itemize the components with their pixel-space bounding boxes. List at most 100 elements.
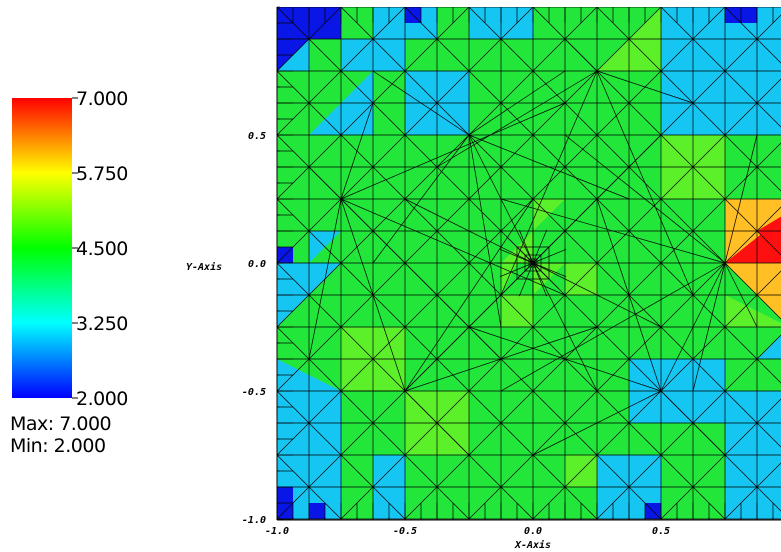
mesh-edge — [533, 7, 534, 8]
mesh-edge — [507, 237, 534, 264]
mesh-edge — [724, 198, 758, 232]
y-ticks: -1.0 -0.5 0.0 0.5 — [242, 6, 283, 526]
mesh-edge — [405, 7, 406, 8]
mesh-edge — [468, 198, 502, 232]
mesh-edge — [341, 7, 342, 8]
mesh-edge — [404, 198, 438, 232]
mesh-edge — [564, 134, 598, 168]
mesh-edge — [692, 198, 726, 232]
mesh-edge — [628, 294, 662, 328]
mesh-edge — [372, 358, 406, 392]
mesh-edge — [660, 102, 694, 136]
mesh-edge — [340, 7, 341, 8]
mesh-edge — [340, 102, 566, 200]
mesh-edge — [340, 70, 374, 104]
mesh-edge — [660, 134, 694, 168]
mesh-edge — [724, 102, 758, 136]
mesh-edge — [724, 38, 758, 72]
mesh-edge — [372, 38, 406, 72]
colorbar-ticks — [72, 97, 78, 399]
mesh-edge — [500, 166, 534, 200]
mesh-edge — [372, 70, 470, 136]
mesh-edge — [692, 230, 726, 264]
mesh-edge — [564, 262, 598, 296]
mesh-edge — [404, 198, 534, 264]
mesh-edge — [308, 166, 342, 200]
mesh-edge — [372, 134, 406, 168]
mesh-edge — [756, 422, 781, 448]
mesh-edge — [436, 38, 470, 72]
mesh-edge — [724, 70, 758, 104]
mesh-edge — [756, 142, 781, 168]
mesh-edge — [500, 198, 534, 232]
mesh-edge — [518, 229, 534, 264]
mesh-edge — [692, 134, 726, 168]
mesh-edge — [532, 422, 566, 456]
mesh-plot — [277, 7, 781, 520]
y-tick-label: 0.5 — [248, 131, 266, 142]
mesh-edge — [564, 358, 598, 392]
mesh-edge — [308, 390, 342, 424]
mesh-edge — [468, 70, 566, 136]
mesh-edge — [518, 262, 534, 297]
cell-region — [725, 295, 781, 327]
mesh-edge — [468, 166, 502, 200]
mesh-edge — [660, 38, 694, 72]
x-axis-title: X-Axis — [514, 539, 551, 551]
mesh-edge — [436, 262, 470, 296]
mesh-edge — [660, 358, 694, 392]
mesh-edge — [596, 390, 630, 424]
mesh-edge — [468, 422, 502, 456]
mesh-edge — [468, 7, 469, 8]
colorbar-label-7000: 7.000 — [76, 88, 128, 110]
mesh-edge — [500, 262, 726, 392]
colorbar-label-2000: 2.000 — [76, 388, 128, 410]
mesh-edge — [532, 294, 566, 328]
mesh-edge — [340, 102, 374, 136]
colorbar-min-text: Min: 2.000 — [10, 435, 106, 457]
mesh-edge — [596, 326, 630, 360]
mesh-edge — [277, 7, 278, 8]
mesh-edge — [596, 294, 630, 328]
mesh-edge — [500, 38, 534, 72]
mesh-edge — [468, 70, 502, 104]
mesh-edge — [372, 262, 406, 296]
mesh-edge — [468, 326, 662, 392]
mesh-edge — [404, 422, 438, 456]
mesh-edge — [404, 102, 438, 136]
mesh-edge — [436, 166, 470, 200]
cell-region — [309, 503, 325, 519]
mesh-edge — [692, 358, 726, 392]
mesh-edge — [596, 198, 662, 392]
mesh-edge — [756, 78, 781, 104]
mesh-edge — [692, 294, 726, 328]
x-tick-label: -0.5 — [393, 526, 417, 537]
mesh-edge — [532, 390, 566, 424]
mesh-edge — [532, 38, 566, 72]
mesh-edge — [468, 454, 502, 488]
mesh-edge — [404, 390, 470, 456]
mesh-edge — [308, 102, 342, 136]
mesh-edge — [436, 454, 470, 488]
mesh-edge — [372, 422, 406, 456]
mesh-edge — [564, 166, 598, 200]
mesh-edge — [532, 237, 559, 264]
x-ticks: -1.0 -0.5 0.0 0.5 — [265, 514, 774, 537]
cell-region — [757, 216, 781, 255]
mesh-edge — [436, 198, 470, 232]
mesh-edge — [308, 134, 342, 168]
y-tick-label: -0.5 — [242, 387, 266, 398]
mesh-edge — [468, 358, 502, 392]
mesh-edge — [564, 326, 598, 360]
mesh-edge — [308, 422, 342, 456]
mesh-edge — [660, 166, 694, 200]
mesh-edge — [564, 134, 726, 264]
mesh-edge — [404, 326, 438, 360]
mesh-edge — [532, 262, 662, 328]
mesh-edge — [468, 102, 502, 136]
mesh-edge — [692, 262, 726, 296]
mesh-edge — [500, 358, 534, 392]
mesh-edge — [532, 229, 548, 264]
mesh-edge — [756, 334, 781, 360]
mesh-edge — [468, 262, 502, 296]
